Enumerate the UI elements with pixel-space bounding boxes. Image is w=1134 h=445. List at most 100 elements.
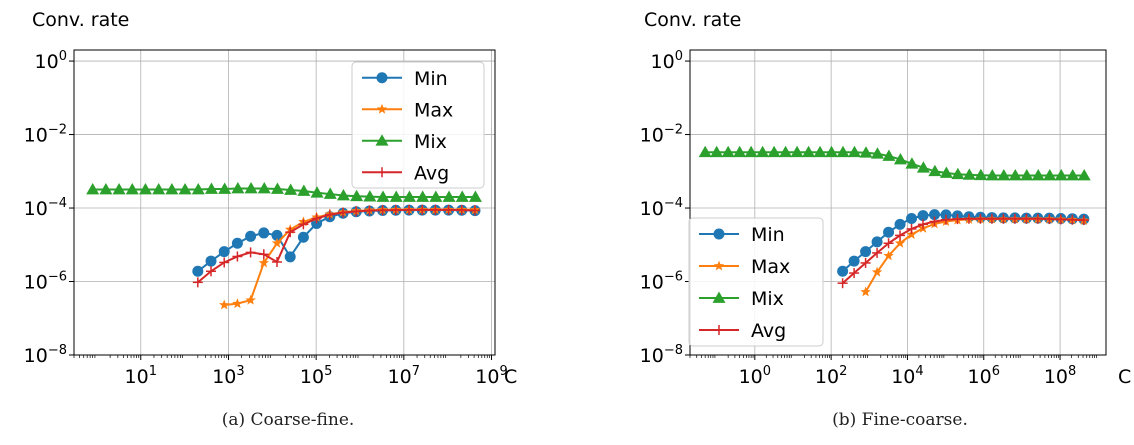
data-point (847, 145, 861, 158)
data-point (916, 161, 930, 173)
data-point (894, 218, 906, 230)
data-point (883, 250, 894, 261)
x-axis-label: C (1118, 366, 1131, 388)
x-tick-label: 107 (388, 364, 420, 388)
data-point (756, 145, 770, 158)
data-point (257, 182, 271, 194)
y-tick-label: 10−4 (640, 196, 683, 220)
series-line (197, 208, 476, 284)
data-point (713, 260, 725, 271)
data-point (232, 298, 243, 309)
data-point (86, 182, 100, 195)
y-tick-label: 10−8 (640, 343, 683, 367)
data-point (469, 205, 480, 216)
data-point (883, 238, 894, 249)
data-point (882, 149, 896, 161)
data-point (403, 204, 414, 215)
data-point (165, 182, 179, 195)
data-point (974, 168, 988, 181)
data-point (940, 214, 951, 225)
data-point (138, 182, 152, 195)
data-point (231, 182, 245, 194)
data-point (152, 182, 166, 195)
legend-label: Max (751, 256, 790, 278)
data-point (416, 190, 430, 202)
data-point (710, 145, 724, 158)
data-point (218, 182, 232, 194)
x-tick-label: 104 (891, 364, 923, 388)
data-point (825, 145, 839, 158)
data-point (178, 182, 192, 195)
data-point (872, 247, 883, 258)
y-tick-label: 10−8 (24, 343, 67, 367)
data-point (245, 230, 257, 242)
data-point (698, 145, 712, 158)
data-point (849, 268, 860, 279)
data-point (860, 246, 872, 258)
data-point (870, 147, 884, 159)
legend-box (351, 61, 485, 189)
legend-label: Min (414, 68, 448, 90)
data-point (468, 190, 482, 202)
y-tick-label: 10−2 (640, 123, 683, 147)
data-point (1077, 168, 1091, 181)
data-point (219, 257, 230, 268)
data-point (871, 266, 883, 277)
data-point (837, 278, 848, 289)
y-axis-label: Conv. rate (32, 9, 129, 31)
legend-entry: Min (362, 68, 448, 90)
data-point (962, 168, 976, 180)
data-point (218, 246, 230, 258)
data-point (245, 294, 256, 305)
legend-entry: Max (362, 99, 453, 121)
series-avg (837, 213, 1089, 289)
legend-label: Avg (414, 162, 449, 184)
data-point (443, 204, 454, 215)
data-point (928, 164, 942, 177)
data-point (390, 205, 401, 216)
data-point (1054, 168, 1068, 181)
legend-entry: Min (699, 224, 785, 246)
data-point (376, 103, 388, 114)
data-point (1031, 168, 1045, 181)
legend-label: Mix (414, 131, 447, 153)
data-point (1078, 215, 1089, 226)
data-point (298, 219, 309, 230)
x-tick-label: 102 (815, 364, 847, 388)
data-point (204, 182, 218, 194)
data-point (364, 205, 375, 216)
data-point (258, 257, 270, 268)
data-point (744, 145, 758, 158)
data-point (1009, 213, 1020, 224)
legend-entry: Mix (699, 288, 784, 310)
data-point (975, 213, 986, 224)
series-mix (698, 145, 1091, 181)
data-point (836, 145, 850, 158)
data-point (939, 166, 953, 178)
data-point (205, 255, 217, 267)
legend-entry: Mix (362, 131, 447, 153)
figure-caption: (b) Fine-coarse. (832, 410, 968, 430)
data-point (336, 188, 350, 201)
data-point (99, 182, 113, 195)
legend-label: Mix (751, 288, 784, 310)
x-tick-label: 100 (739, 364, 771, 388)
data-point (323, 187, 337, 199)
data-point (1020, 168, 1034, 181)
data-point (871, 236, 883, 248)
x-tick-label: 103 (212, 364, 244, 388)
data-point (351, 206, 362, 217)
legend-box (688, 217, 824, 347)
data-point (998, 213, 1009, 224)
data-point (376, 190, 390, 202)
data-point (733, 145, 747, 158)
x-tick-label: 108 (1044, 364, 1076, 388)
x-tick-label: 101 (125, 364, 157, 388)
data-point (929, 216, 940, 227)
legend-entry: Avg (362, 162, 449, 184)
chart-fine-coarse: 100 102 104 106 108 10−8 10−6 10−4 10−2 100 Conv. … (640, 9, 1132, 430)
data-point (894, 237, 906, 248)
data-point (377, 167, 387, 178)
data-point (311, 213, 322, 224)
data-point (191, 182, 205, 195)
